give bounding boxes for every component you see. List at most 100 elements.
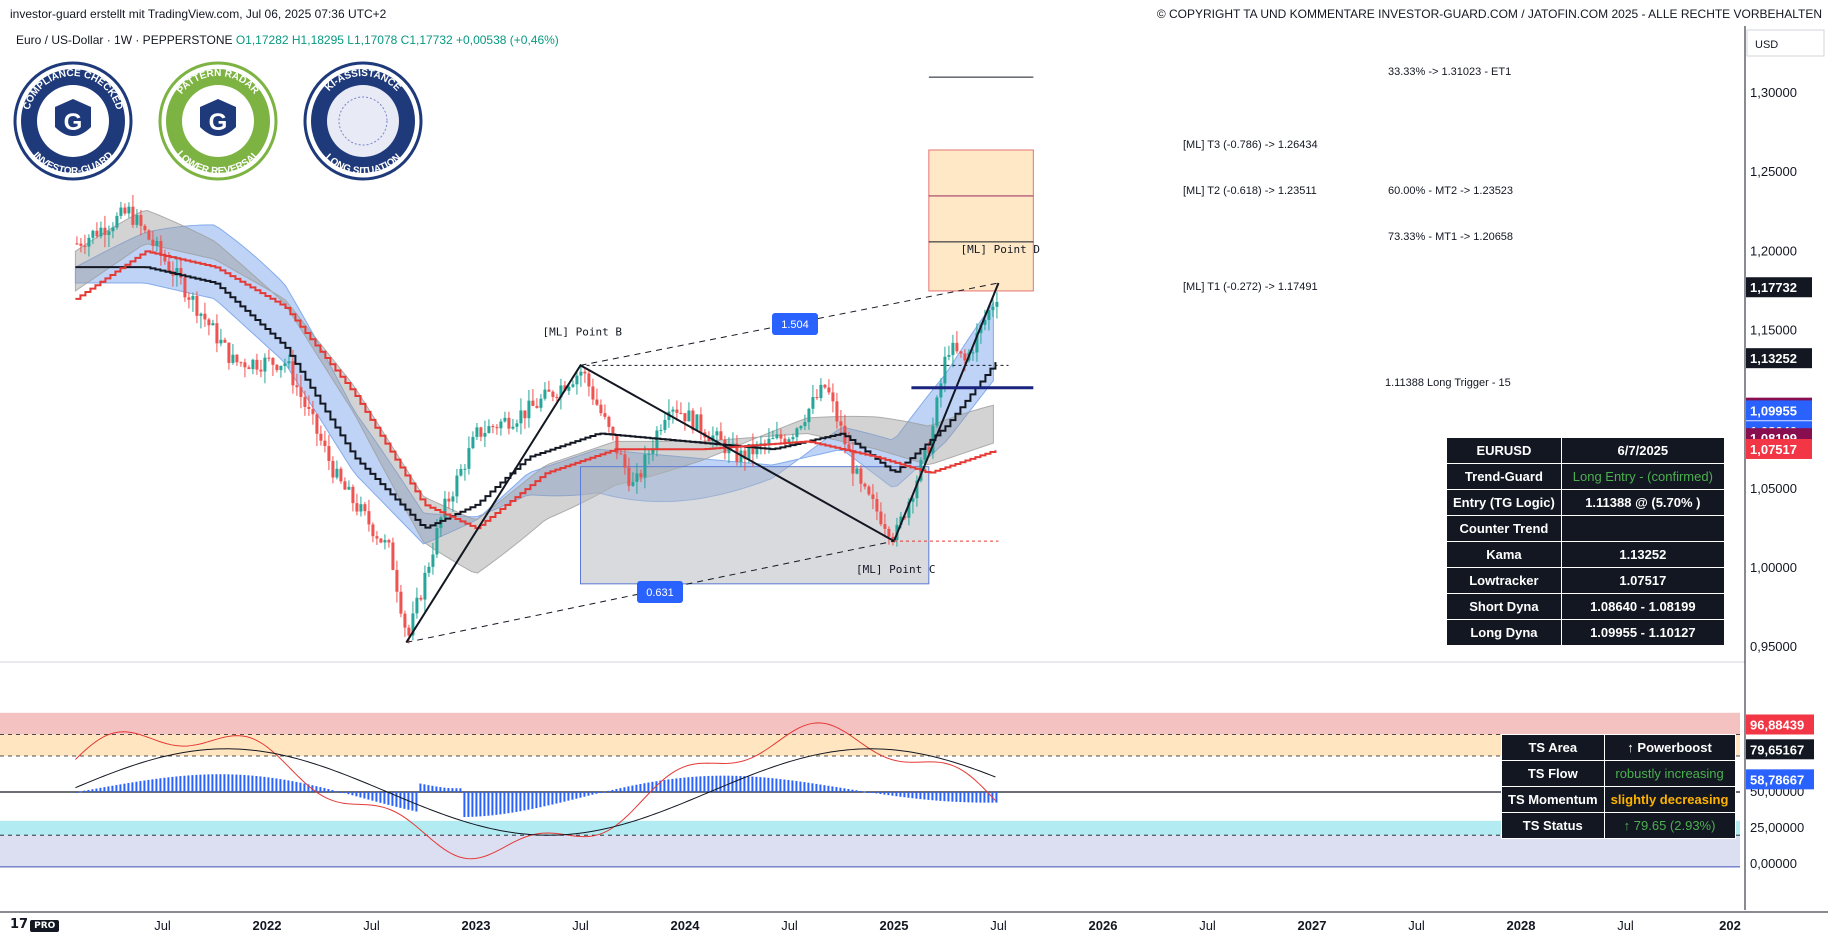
candle-body bbox=[467, 448, 471, 469]
table-value: 1.11388 @ (5.70% ) bbox=[1560, 489, 1725, 516]
osc-histogram-bar bbox=[787, 780, 790, 792]
candle-body bbox=[307, 406, 311, 409]
time-tick-0: Jul bbox=[154, 918, 171, 933]
table-row: Short Dyna 1.08640 - 1.08199 bbox=[1446, 593, 1725, 620]
osc-histogram-bar bbox=[319, 787, 322, 792]
candle-body bbox=[463, 468, 467, 470]
time-tick-6: Jul bbox=[781, 918, 798, 933]
price-tag-bg-0 bbox=[1746, 277, 1812, 298]
price-tag-bg-3 bbox=[1746, 400, 1812, 421]
candle-body bbox=[271, 358, 275, 365]
candle-body bbox=[623, 454, 627, 468]
candle-body bbox=[719, 431, 723, 440]
price-tag-1: 1,13252 bbox=[1750, 351, 1797, 366]
osc-histogram-bar bbox=[923, 792, 926, 800]
header-left: investor-guard erstellt mit TradingView.… bbox=[10, 7, 387, 21]
osc-histogram-bar bbox=[543, 792, 546, 807]
symbol-legend[interactable]: Euro / US-Dollar · 1W · PEPPERSTONE O1,1… bbox=[16, 33, 559, 47]
osc-histogram-bar bbox=[783, 779, 786, 792]
osc-histogram-bar bbox=[411, 792, 414, 811]
osc-histogram-bar bbox=[747, 776, 750, 792]
osc-histogram-bar bbox=[171, 776, 174, 792]
osc-histogram-bar bbox=[459, 788, 462, 792]
candle-body bbox=[143, 225, 147, 231]
osc-histogram-bar bbox=[879, 792, 882, 794]
osc-histogram-bar bbox=[895, 792, 898, 797]
osc-histogram-bar bbox=[115, 785, 118, 792]
osc-histogram-bar bbox=[739, 775, 742, 792]
osc-histogram-bar bbox=[351, 792, 354, 796]
osc-histogram-bar bbox=[203, 774, 206, 792]
label-point-b: [ML] Point B bbox=[543, 325, 623, 338]
candle-body bbox=[119, 207, 123, 216]
osc-tag-2: 58,78667 bbox=[1750, 772, 1804, 787]
candle-body bbox=[615, 435, 619, 454]
osc-tick-1: 25,00000 bbox=[1750, 820, 1804, 835]
osc-histogram-bar bbox=[863, 791, 866, 793]
osc-histogram-bar bbox=[195, 774, 198, 792]
osc-histogram-bar bbox=[519, 792, 522, 812]
osc-histogram-bar bbox=[667, 779, 670, 792]
osc-histogram-bar bbox=[995, 792, 998, 803]
candle-body bbox=[619, 453, 623, 455]
candle-body bbox=[879, 511, 883, 525]
table-row: TS Flow robustly increasing bbox=[1501, 760, 1736, 787]
osc-histogram-bar bbox=[755, 776, 758, 792]
table-row: TS Area ↑ Powerboost bbox=[1501, 734, 1736, 761]
osc-histogram-bar bbox=[967, 792, 970, 803]
candle-body bbox=[859, 468, 863, 484]
osc-histogram-bar bbox=[143, 780, 146, 792]
candle-body bbox=[991, 306, 995, 311]
candle-body bbox=[243, 362, 247, 368]
candle-body bbox=[315, 414, 319, 434]
osc-histogram-bar bbox=[359, 792, 362, 798]
candle-body bbox=[695, 414, 699, 430]
osc-histogram-bar bbox=[183, 775, 186, 792]
candle-body bbox=[887, 528, 891, 537]
osc-histogram-bar bbox=[591, 792, 594, 795]
osc-histogram-bar bbox=[131, 782, 134, 792]
candle-body bbox=[683, 413, 687, 422]
candle-body bbox=[583, 371, 587, 374]
candle-body bbox=[451, 496, 455, 502]
osc-histogram-bar bbox=[595, 792, 598, 794]
osc-histogram-bar bbox=[235, 774, 238, 792]
osc-histogram-bar bbox=[547, 792, 550, 806]
osc-histogram-bar bbox=[803, 782, 806, 792]
candle-body bbox=[927, 447, 931, 454]
candle-body bbox=[287, 361, 291, 364]
candle-body bbox=[707, 437, 711, 442]
logo-pro: PRO bbox=[30, 920, 60, 932]
candle-body bbox=[567, 386, 571, 391]
osc-histogram-bar bbox=[435, 786, 438, 792]
table-row: EURUSD 6/7/2025 bbox=[1446, 437, 1725, 464]
osc-histogram-bar bbox=[579, 792, 582, 798]
candle-body bbox=[455, 475, 459, 497]
candle-body bbox=[795, 428, 799, 438]
candle-body bbox=[575, 375, 579, 385]
osc-histogram-bar bbox=[295, 781, 298, 792]
candle-body bbox=[471, 436, 475, 449]
osc-histogram-bar bbox=[291, 781, 294, 792]
candle-body bbox=[355, 503, 359, 512]
osc-histogram-bar bbox=[159, 778, 162, 792]
osc-histogram-bar bbox=[979, 792, 982, 803]
osc-upper-zone bbox=[0, 734, 1740, 756]
osc-histogram-bar bbox=[643, 783, 646, 792]
osc-histogram-bar bbox=[675, 778, 678, 792]
candle-body bbox=[419, 597, 423, 600]
candle-body bbox=[663, 419, 667, 430]
osc-histogram-bar bbox=[343, 792, 346, 794]
candle-body bbox=[731, 443, 735, 445]
osc-signal-line bbox=[75, 748, 996, 836]
table-value: 1.09955 - 1.10127 bbox=[1560, 619, 1725, 646]
osc-tag-bg-1 bbox=[1746, 739, 1814, 760]
table-value: 1.07517 bbox=[1560, 567, 1725, 594]
osc-histogram-bar bbox=[451, 788, 454, 792]
osc-histogram-bar bbox=[615, 789, 618, 792]
logo-mark: 17 bbox=[10, 917, 29, 932]
candle-body bbox=[847, 444, 851, 451]
osc-histogram-bar bbox=[735, 775, 738, 792]
osc-histogram-bar bbox=[379, 792, 382, 803]
